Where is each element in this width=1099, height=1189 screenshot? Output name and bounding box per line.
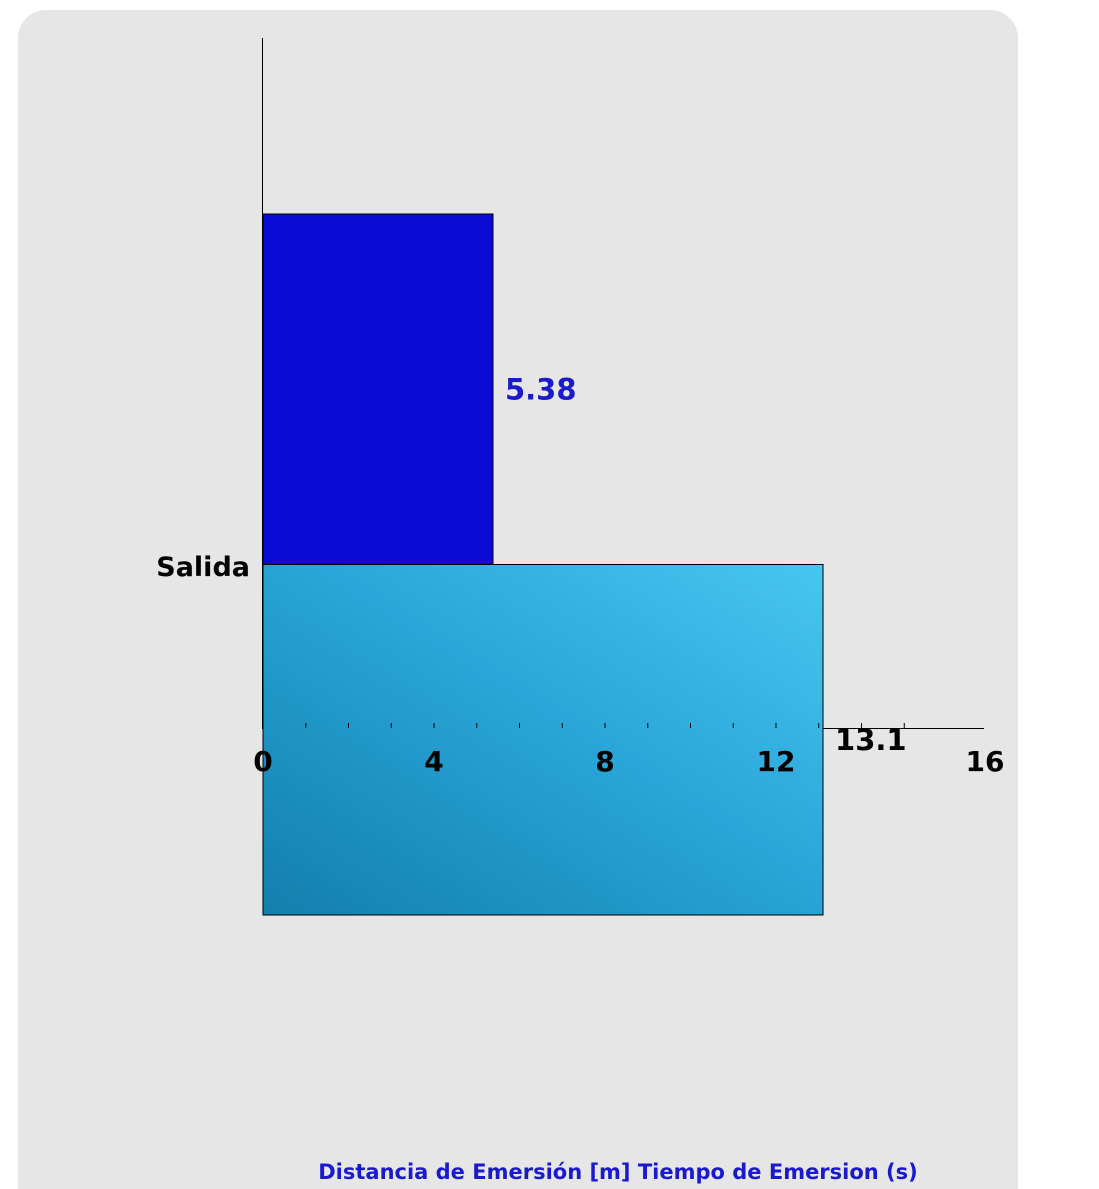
x-tick-label: 4 (424, 745, 443, 778)
x-tick-label: 0 (253, 745, 272, 778)
data-label-1: 5.38 (505, 372, 577, 406)
x-tick-label: 12 (757, 745, 796, 778)
bar-2 (262, 564, 824, 916)
bar-1 (262, 213, 494, 565)
data-label-2: 13.1 (835, 723, 907, 757)
x-tick-label: 8 (595, 745, 614, 778)
category-label: Salida (156, 552, 250, 583)
x-tick-label: 16 (966, 745, 1005, 778)
x-axis-label: Distancia de Emersión [m] Tiempo de Emer… (318, 1160, 918, 1184)
